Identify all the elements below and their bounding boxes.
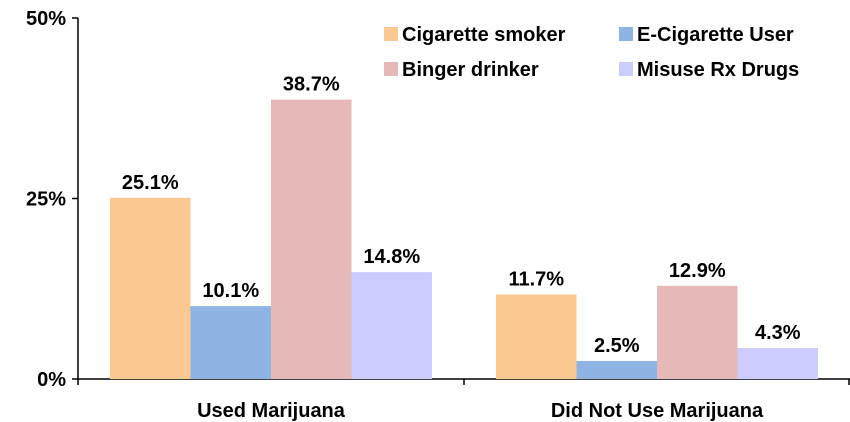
- legend-swatch: [384, 62, 398, 76]
- legend-label: Misuse Rx Drugs: [637, 59, 799, 81]
- category-label: Used Marijuana: [197, 400, 346, 422]
- legend-label: Binger drinker: [402, 59, 539, 81]
- bar: [110, 197, 191, 379]
- legend-label: E-Cigarette User: [637, 24, 794, 46]
- data-label: 11.7%: [508, 269, 564, 291]
- x-axis: Used Marijuana Did Not Use Marijuana: [77, 378, 850, 422]
- y-tick-label: 0%: [37, 369, 66, 391]
- bar: [737, 347, 818, 379]
- y-tick-label: 25%: [26, 189, 66, 211]
- legend-swatch: [619, 27, 633, 41]
- legend: Cigarette smoker E-Cigarette User Binger d…: [384, 24, 799, 81]
- bar: [657, 285, 738, 379]
- bar: [190, 306, 271, 379]
- category-label: Did Not Use Marijuana: [551, 400, 764, 422]
- legend-swatch: [619, 62, 633, 76]
- data-label: 4.3%: [755, 322, 801, 344]
- data-label: 12.9%: [669, 260, 726, 282]
- data-labels: 25.1% 10.1% 38.7% 14.8% 11.7% 2.5% 12.9% 4.3%: [122, 74, 801, 357]
- data-label: 10.1%: [202, 280, 259, 302]
- bar: [576, 360, 657, 379]
- data-label: 14.8%: [363, 246, 420, 268]
- data-label: 25.1%: [122, 172, 179, 194]
- bar: [351, 272, 432, 379]
- y-tick-label: 50%: [26, 8, 66, 30]
- y-axis: 0% 25% 50%: [26, 8, 79, 391]
- bar: [496, 294, 577, 379]
- bar: [271, 99, 352, 379]
- bars: [110, 99, 818, 379]
- legend-swatch: [384, 27, 398, 41]
- legend-label: Cigarette smoker: [402, 24, 566, 46]
- data-label: 38.7%: [283, 74, 340, 96]
- data-label: 2.5%: [594, 335, 640, 357]
